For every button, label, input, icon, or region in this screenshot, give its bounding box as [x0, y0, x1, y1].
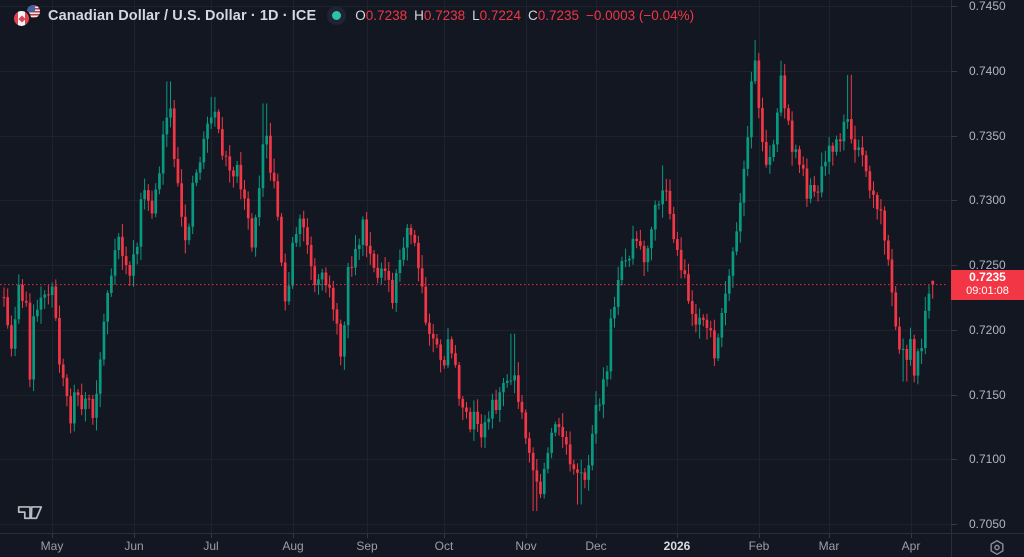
- time-axis-label-oct: Oct: [434, 539, 454, 553]
- time-tick-mark: [367, 534, 368, 538]
- price-tick-mark: [952, 524, 957, 525]
- close-label: C: [527, 8, 538, 23]
- time-scale[interactable]: May Jun Jul Aug Sep Oct Nov Dec 2026 Feb Mar Apr: [0, 534, 951, 557]
- currency-pair-flags-icon: [14, 5, 41, 26]
- high-label: H: [414, 8, 424, 23]
- bar-countdown: 09:01:08: [966, 285, 1009, 297]
- time-tick-mark: [596, 534, 597, 538]
- time-tick-mark: [293, 534, 294, 538]
- price-axis-label: 0.7450: [969, 0, 1006, 13]
- time-axis-label-aug: Aug: [282, 539, 304, 553]
- time-tick-mark: [911, 534, 912, 538]
- ohlc-values: O0.7238 H0.7238 L0.7224 C0.7235 −0.0003 …: [355, 8, 701, 23]
- price-axis-label: 0.7350: [969, 129, 1006, 143]
- price-tick-mark: [952, 395, 957, 396]
- time-axis-label-sep: Sep: [356, 539, 378, 553]
- close-value: 0.7235: [537, 8, 579, 23]
- time-axis-label-dec: Dec: [585, 539, 607, 553]
- price-axis-label: 0.7200: [969, 323, 1006, 337]
- chart-legend: Canadian Dollar / U.S. Dollar · 1D · ICE…: [14, 5, 701, 26]
- change-value: −0.0003 (−0.04%): [586, 8, 695, 23]
- time-axis-separator: [0, 533, 1024, 534]
- time-axis-label-apr: Apr: [901, 539, 921, 553]
- candlestick-plot[interactable]: [0, 0, 951, 533]
- price-axis-label: 0.7400: [969, 64, 1006, 78]
- market-status-button[interactable]: [327, 6, 347, 25]
- price-axis-label: 0.7050: [969, 517, 1006, 531]
- tradingview-logo[interactable]: [17, 503, 43, 523]
- high-value: 0.7238: [423, 8, 466, 23]
- time-tick-mark: [52, 534, 53, 538]
- time-tick-mark: [759, 534, 760, 538]
- price-axis-label: 0.7100: [969, 452, 1006, 466]
- canada-flag-icon: [14, 11, 29, 26]
- time-tick-mark: [134, 534, 135, 538]
- current-price-value: 0.7235: [969, 270, 1006, 284]
- time-axis-label-nov: Nov: [515, 539, 537, 553]
- price-tick-mark: [952, 136, 957, 137]
- price-tick-mark: [952, 200, 957, 201]
- us-flag-icon: [27, 5, 40, 18]
- time-tick-mark: [526, 534, 527, 538]
- low-value: 0.7224: [479, 8, 521, 23]
- time-axis-label-jul: Jul: [203, 539, 219, 553]
- price-tick-mark: [952, 71, 957, 72]
- low-label: L: [472, 8, 480, 23]
- price-tick-mark: [952, 6, 957, 7]
- open-label: O: [355, 8, 366, 23]
- time-axis-label-2026: 2026: [663, 539, 691, 553]
- current-price-badge[interactable]: 0.7235 09:01:08: [951, 270, 1024, 300]
- settings-gear-icon[interactable]: [988, 539, 1006, 556]
- time-tick-mark: [444, 534, 445, 538]
- time-axis-label-mar: Mar: [818, 539, 840, 553]
- price-tick-mark: [952, 265, 957, 266]
- time-tick-mark: [211, 534, 212, 538]
- price-tick-mark: [952, 459, 957, 460]
- open-value: 0.7238: [365, 8, 408, 23]
- price-axis-label: 0.7250: [969, 258, 1006, 272]
- symbol-title[interactable]: Canadian Dollar / U.S. Dollar · 1D · ICE: [48, 7, 317, 24]
- price-axis-label: 0.7300: [969, 193, 1006, 207]
- time-tick-mark: [829, 534, 830, 538]
- time-axis-label-jun: Jun: [124, 539, 144, 553]
- price-tick-mark: [952, 330, 957, 331]
- time-tick-mark: [677, 534, 678, 538]
- time-axis-label-may: May: [40, 539, 64, 553]
- market-status-dot-icon: [332, 11, 342, 20]
- time-axis-label-feb: Feb: [748, 539, 770, 553]
- price-scale[interactable]: 0.7450 0.7400 0.7350 0.7300 0.7250 0.7200 0.71…: [952, 0, 1024, 533]
- price-axis-label: 0.7150: [969, 388, 1006, 402]
